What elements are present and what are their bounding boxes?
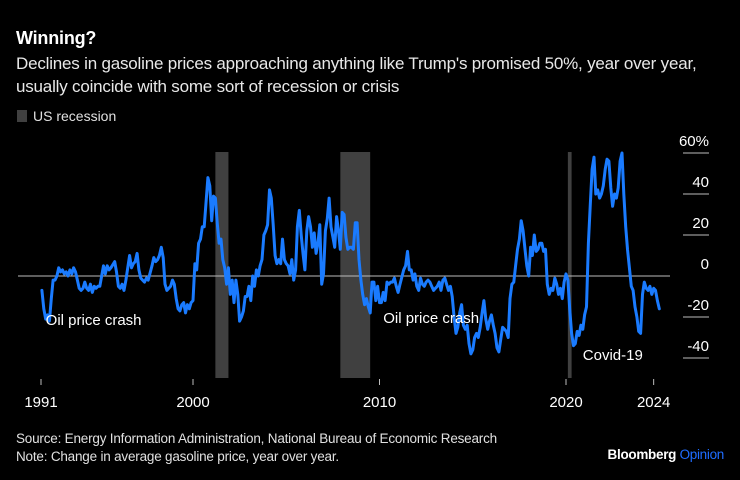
annotation-label: Oil price crash [46, 312, 142, 329]
legend-label-recession: US recession [33, 108, 117, 124]
brand-logo: Bloomberg Opinion [607, 447, 725, 462]
x-tick-label: 1991 [24, 394, 57, 411]
y-tick-label: 40 [692, 174, 709, 191]
annotation-label: Covid-19 [583, 347, 643, 364]
y-tick-label: 0 [701, 256, 709, 273]
brand-section: Opinion [679, 447, 725, 462]
x-tick-label: 2024 [637, 394, 670, 411]
recession-bands [215, 152, 572, 378]
source-note: Source: Energy Information Administratio… [16, 431, 497, 446]
recession-band [567, 152, 572, 378]
annotation-label: Oil price crash [383, 310, 479, 327]
y-tick-label: 60% [679, 133, 709, 150]
x-tick-label: 2020 [549, 394, 582, 411]
legend-swatch-recession [17, 110, 27, 122]
x-axis: 1991 2000 2010 2020 2024 [24, 379, 670, 411]
method-note: Note: Change in average gasoline price, … [16, 449, 339, 464]
annotations: Oil price crash Oil price crash Covid-19 [46, 310, 643, 364]
footer: Source: Energy Information Administratio… [16, 430, 497, 466]
x-tick-label: 2010 [363, 394, 396, 411]
y-axis: 60% 40 20 0 -20 -40 [679, 133, 709, 359]
series-layer [40, 151, 661, 356]
x-tick-label: 2000 [176, 394, 209, 411]
recession-band [215, 152, 229, 378]
chart-title: Winning? [16, 28, 97, 48]
legend: US recession [17, 108, 116, 124]
series-line [40, 151, 661, 356]
brand-name: Bloomberg [607, 447, 677, 462]
y-tick-label: -20 [687, 297, 709, 314]
y-tick-label: 20 [692, 215, 709, 232]
recession-band [340, 152, 371, 378]
y-tick-label: -40 [687, 338, 709, 355]
chart-subtitle: Declines in gasoline prices approaching … [16, 54, 697, 96]
